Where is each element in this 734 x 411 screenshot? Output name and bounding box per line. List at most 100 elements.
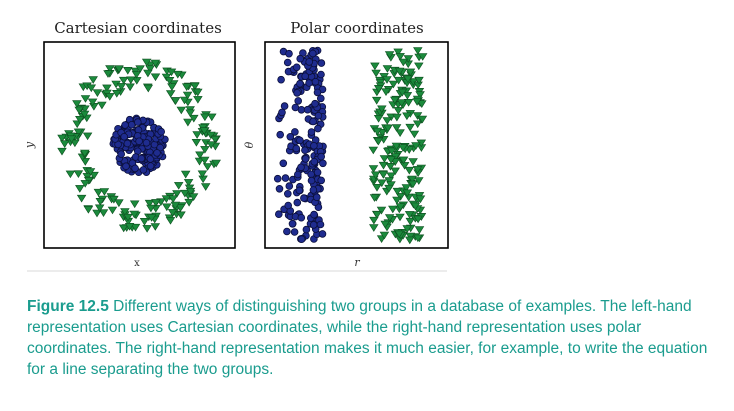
cartesian-triangle-point xyxy=(167,209,178,217)
polar-triangle-point xyxy=(382,76,392,84)
polar-circle-point xyxy=(310,210,318,219)
polar-circle-point xyxy=(283,58,292,67)
cartesian-triangle-point xyxy=(200,146,210,154)
cartesian-circle-point xyxy=(121,121,129,129)
polar-triangle-point xyxy=(413,215,423,224)
polar-triangle-point xyxy=(377,129,388,137)
polar-circle-point xyxy=(305,79,313,87)
polar-triangle-point xyxy=(396,99,407,108)
cartesian-triangle-point xyxy=(182,91,193,100)
polar-triangle-point xyxy=(415,195,426,204)
polar-circle-point xyxy=(275,185,284,193)
polar-triangle-point xyxy=(410,202,421,211)
cartesian-triangle-point xyxy=(145,65,155,74)
polar-triangle-point xyxy=(398,144,408,152)
caption-label: Figure 12.5 xyxy=(27,298,109,315)
cartesian-triangle-point xyxy=(173,70,183,79)
polar-triangle-point xyxy=(417,53,428,61)
polar-circle-point xyxy=(283,227,291,236)
polar-circle-point xyxy=(286,133,295,141)
cartesian-triangle-point xyxy=(150,73,161,82)
polar-triangle-point xyxy=(387,147,397,156)
cartesian-triangle-point xyxy=(80,95,91,103)
polar-circle-point xyxy=(297,163,305,172)
cartesian-triangle-point xyxy=(75,116,85,124)
cartesian-circle-point xyxy=(120,133,128,141)
cartesian-circle-point xyxy=(137,154,146,163)
cartesian-triangle-point xyxy=(114,65,124,73)
cartesian-triangle-point xyxy=(170,97,181,105)
cartesian-triangle-point xyxy=(183,118,193,127)
polar-circle-point xyxy=(307,176,316,185)
cartesian-triangle-point xyxy=(150,223,161,231)
cartesian-triangle-point xyxy=(94,204,105,213)
polar-circle-point xyxy=(317,70,325,79)
polar-circle-point xyxy=(309,186,318,194)
cartesian-points xyxy=(57,58,221,233)
cartesian-triangle-point xyxy=(79,110,90,119)
polar-triangle-point xyxy=(370,171,381,180)
polar-circle-point xyxy=(296,54,305,63)
cartesian-triangle-point xyxy=(124,223,135,231)
polar-circle-point xyxy=(277,75,285,84)
cartesian-triangle-point xyxy=(168,195,178,203)
polar-triangle-point xyxy=(382,117,392,125)
polar-triangle-point xyxy=(402,112,412,121)
polar-triangle-point xyxy=(380,220,390,229)
polar-circle-point xyxy=(307,170,315,179)
polar-triangle-point xyxy=(405,236,415,245)
cartesian-triangle-point xyxy=(85,168,96,176)
polar-circle-point xyxy=(273,174,282,183)
polar-triangle-point xyxy=(378,161,389,170)
polar-circle-point xyxy=(300,194,308,202)
polar-triangle-point xyxy=(392,196,402,205)
polar-triangle-point xyxy=(384,177,394,185)
polar-circle-point xyxy=(292,144,301,153)
cartesian-triangle-point xyxy=(131,71,142,79)
cartesian-ylabel: y xyxy=(23,141,36,149)
polar-circle-point xyxy=(297,213,306,222)
polar-circle-point xyxy=(303,105,312,114)
cartesian-triangle-point xyxy=(162,203,172,212)
polar-circle-point xyxy=(280,102,289,110)
cartesian-triangle-point xyxy=(185,109,195,118)
polar-circle-point xyxy=(296,136,304,145)
polar-triangle-point xyxy=(397,88,408,97)
polar-triangle-point xyxy=(388,205,398,214)
polar-triangle-point xyxy=(395,213,405,222)
cartesian-triangle-point xyxy=(211,159,221,168)
polar-circle-point xyxy=(283,190,292,198)
cartesian-triangle-point xyxy=(207,113,217,122)
polar-triangle-point xyxy=(395,129,405,137)
polar-circle-point xyxy=(284,201,293,210)
cartesian-triangle-point xyxy=(151,199,161,207)
cartesian-triangle-point xyxy=(123,67,133,75)
polar-circle-point xyxy=(314,124,322,133)
polar-triangle-point xyxy=(411,142,421,150)
cartesian-circle-point xyxy=(146,162,155,170)
cartesian-triangle-point xyxy=(92,209,102,218)
polar-triangle-point xyxy=(408,158,418,166)
cartesian-triangle-point xyxy=(200,183,211,191)
cartesian-triangle-point xyxy=(173,182,184,190)
cartesian-triangle-point xyxy=(164,77,175,85)
cartesian-triangle-point xyxy=(125,83,135,92)
cartesian-triangle-point xyxy=(99,188,110,196)
polar-triangle-point xyxy=(413,47,423,55)
cartesian-circle-point xyxy=(131,164,139,173)
polar-triangle-point xyxy=(384,214,395,222)
cartesian-triangle-point xyxy=(86,84,97,93)
polar-triangle-point xyxy=(404,166,415,175)
polar-triangle-point xyxy=(368,165,379,173)
polar-circle-point xyxy=(312,193,321,202)
polar-triangle-point xyxy=(405,123,415,132)
polar-triangle-point xyxy=(386,172,396,181)
cartesian-triangle-point xyxy=(167,83,177,91)
cartesian-triangle-point xyxy=(200,113,210,122)
polar-triangle-point xyxy=(381,88,391,96)
cartesian-triangle-point xyxy=(118,224,129,233)
cartesian-triangle-point xyxy=(193,88,203,97)
polar-triangle-point xyxy=(377,179,387,188)
polar-triangle-point xyxy=(393,107,404,115)
cartesian-triangle-point xyxy=(175,204,186,212)
